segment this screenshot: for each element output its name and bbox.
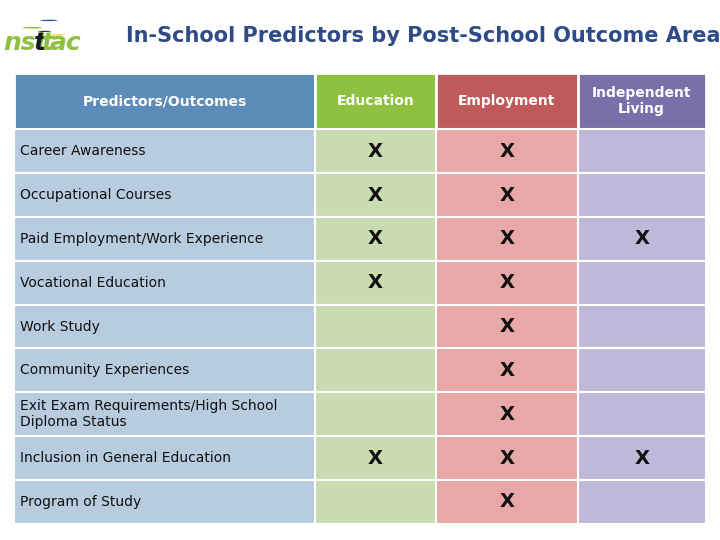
Text: Work Study: Work Study <box>20 320 100 334</box>
FancyBboxPatch shape <box>315 392 436 436</box>
FancyBboxPatch shape <box>577 348 706 392</box>
FancyBboxPatch shape <box>14 173 315 217</box>
Text: X: X <box>634 449 649 468</box>
FancyBboxPatch shape <box>14 436 315 480</box>
FancyBboxPatch shape <box>577 261 706 305</box>
FancyBboxPatch shape <box>577 480 706 524</box>
Text: Exit Exam Requirements/High School
Diploma Status: Exit Exam Requirements/High School Diplo… <box>20 399 277 429</box>
Text: X: X <box>368 449 383 468</box>
Text: X: X <box>500 361 514 380</box>
Ellipse shape <box>40 19 58 21</box>
Text: X: X <box>368 141 383 161</box>
Text: X: X <box>368 186 383 205</box>
Text: X: X <box>368 230 383 248</box>
Text: Predictors/Outcomes: Predictors/Outcomes <box>83 94 247 108</box>
FancyBboxPatch shape <box>14 392 315 436</box>
Text: X: X <box>500 230 514 248</box>
FancyBboxPatch shape <box>436 217 577 261</box>
FancyBboxPatch shape <box>315 173 436 217</box>
FancyBboxPatch shape <box>436 348 577 392</box>
Text: X: X <box>500 186 514 205</box>
FancyBboxPatch shape <box>14 129 315 173</box>
FancyBboxPatch shape <box>315 436 436 480</box>
Text: nst: nst <box>4 31 48 55</box>
FancyBboxPatch shape <box>577 173 706 217</box>
FancyBboxPatch shape <box>315 305 436 348</box>
FancyBboxPatch shape <box>436 305 577 348</box>
FancyBboxPatch shape <box>315 480 436 524</box>
FancyBboxPatch shape <box>14 348 315 392</box>
Text: ac: ac <box>50 31 81 55</box>
FancyBboxPatch shape <box>14 217 315 261</box>
FancyBboxPatch shape <box>577 129 706 173</box>
FancyBboxPatch shape <box>14 305 315 348</box>
Text: Education: Education <box>337 94 415 108</box>
Text: Paid Employment/Work Experience: Paid Employment/Work Experience <box>20 232 264 246</box>
FancyBboxPatch shape <box>14 480 315 524</box>
Text: X: X <box>368 273 383 292</box>
FancyBboxPatch shape <box>436 436 577 480</box>
FancyBboxPatch shape <box>315 129 436 173</box>
Text: Employment: Employment <box>458 94 556 108</box>
Text: X: X <box>500 492 514 511</box>
Text: Inclusion in General Education: Inclusion in General Education <box>20 451 231 465</box>
Text: t: t <box>42 31 54 55</box>
FancyBboxPatch shape <box>577 73 706 129</box>
FancyBboxPatch shape <box>436 173 577 217</box>
FancyBboxPatch shape <box>436 392 577 436</box>
Text: X: X <box>500 273 514 292</box>
Text: t: t <box>34 31 46 55</box>
FancyBboxPatch shape <box>14 73 315 129</box>
Text: Community Experiences: Community Experiences <box>20 363 189 377</box>
Text: X: X <box>500 141 514 161</box>
FancyBboxPatch shape <box>436 261 577 305</box>
Text: X: X <box>500 317 514 336</box>
FancyBboxPatch shape <box>577 305 706 348</box>
Text: Vocational Education: Vocational Education <box>20 276 166 289</box>
FancyBboxPatch shape <box>577 436 706 480</box>
Ellipse shape <box>38 31 51 32</box>
Text: Career Awareness: Career Awareness <box>20 144 145 158</box>
FancyBboxPatch shape <box>315 348 436 392</box>
Text: X: X <box>634 230 649 248</box>
Text: X: X <box>500 449 514 468</box>
FancyBboxPatch shape <box>315 217 436 261</box>
Text: In-School Predictors by Post-School Outcome Area: In-School Predictors by Post-School Outc… <box>126 26 720 46</box>
Text: Occupational Courses: Occupational Courses <box>20 188 171 202</box>
Text: Program of Study: Program of Study <box>20 495 141 509</box>
FancyBboxPatch shape <box>315 261 436 305</box>
Text: X: X <box>500 404 514 424</box>
FancyBboxPatch shape <box>577 217 706 261</box>
FancyBboxPatch shape <box>436 480 577 524</box>
FancyBboxPatch shape <box>436 73 577 129</box>
FancyBboxPatch shape <box>577 392 706 436</box>
Ellipse shape <box>50 35 66 36</box>
Text: Independent
Living: Independent Living <box>592 86 691 116</box>
FancyBboxPatch shape <box>14 261 315 305</box>
Ellipse shape <box>23 27 42 29</box>
FancyBboxPatch shape <box>436 129 577 173</box>
FancyBboxPatch shape <box>315 73 436 129</box>
